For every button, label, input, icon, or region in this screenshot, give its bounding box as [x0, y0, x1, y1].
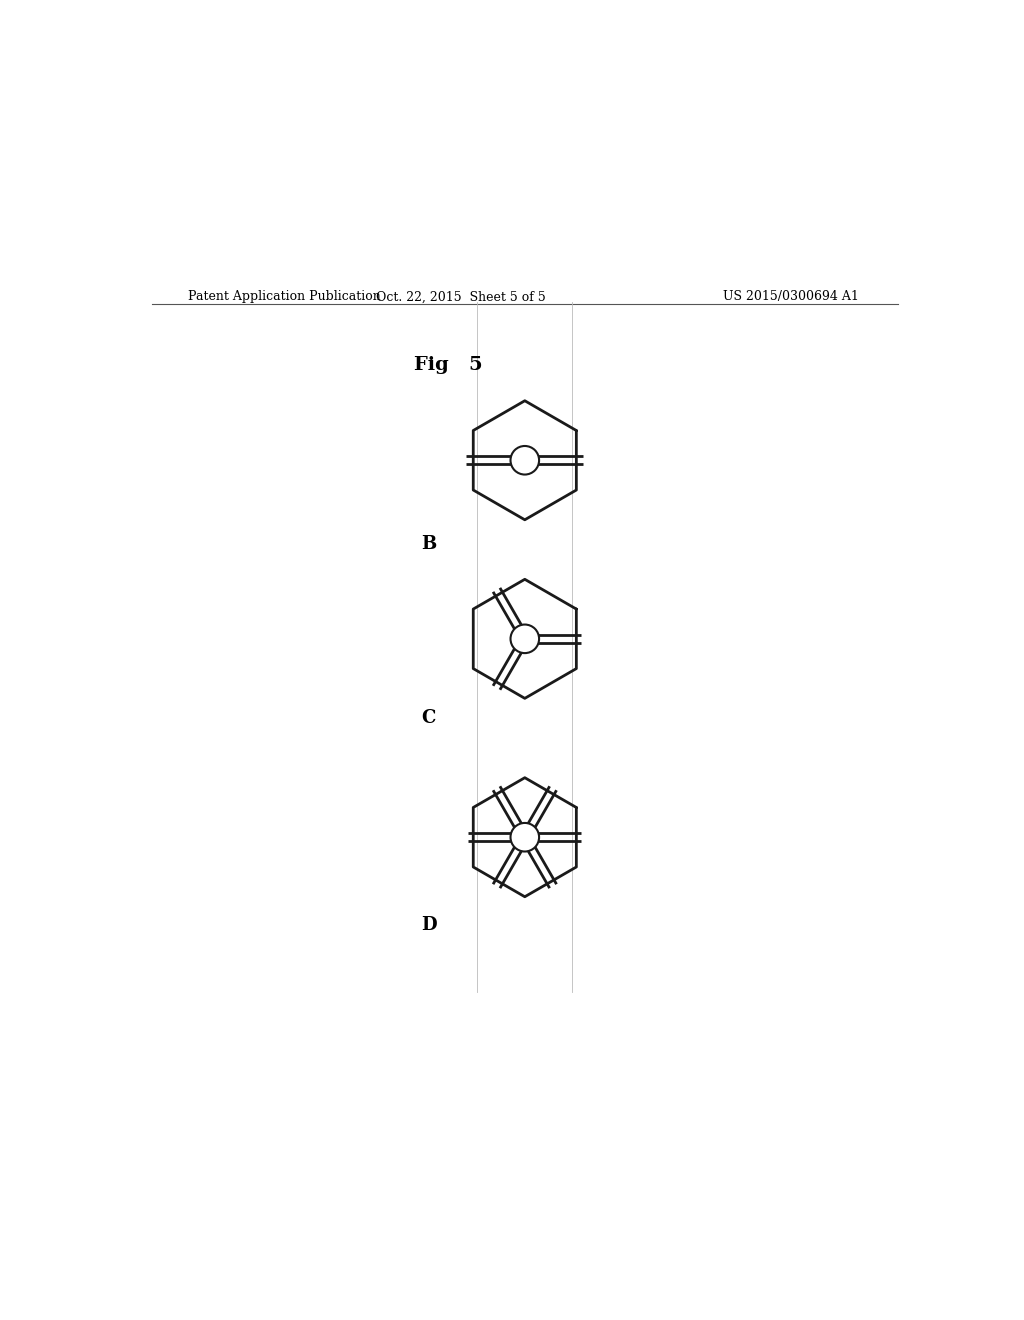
Text: US 2015/0300694 A1: US 2015/0300694 A1 — [723, 290, 859, 304]
Circle shape — [511, 822, 539, 851]
Text: Fig   5: Fig 5 — [414, 356, 482, 374]
Text: Oct. 22, 2015  Sheet 5 of 5: Oct. 22, 2015 Sheet 5 of 5 — [377, 290, 546, 304]
Circle shape — [511, 624, 539, 653]
Text: C: C — [422, 709, 436, 727]
Circle shape — [511, 446, 539, 475]
Text: D: D — [422, 916, 437, 933]
Text: Patent Application Publication: Patent Application Publication — [187, 290, 380, 304]
Text: B: B — [422, 535, 437, 553]
